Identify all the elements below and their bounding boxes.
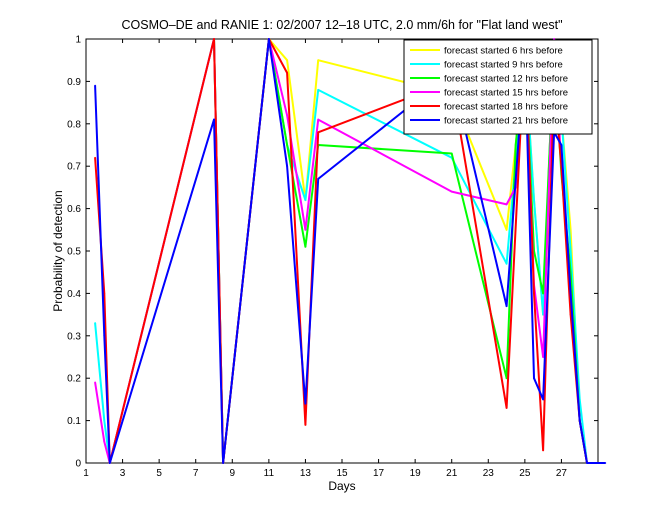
data-point [505, 228, 508, 231]
data-point [505, 262, 508, 265]
legend-label: forecast started 6 hrs before [444, 46, 563, 57]
data-point [286, 144, 289, 146]
y-tick-label: 0.8 [67, 119, 81, 130]
series-6 [94, 38, 607, 464]
legend-label: forecast started 15 hrs before [444, 88, 568, 99]
data-point [542, 449, 545, 452]
x-tick-label: 13 [300, 468, 312, 479]
x-tick-label: 17 [373, 468, 385, 479]
x-tick-label: 5 [156, 468, 162, 479]
data-point [94, 322, 97, 324]
x-tick-label: 15 [336, 468, 348, 479]
data-point [542, 292, 545, 295]
legend-label: forecast started 9 hrs before [444, 60, 563, 71]
data-point [542, 398, 545, 401]
data-point [103, 419, 106, 422]
y-tick-label: 0.3 [67, 331, 81, 342]
data-point [304, 199, 307, 202]
data-point [213, 38, 215, 40]
data-point [286, 114, 289, 117]
data-point [317, 88, 320, 91]
y-tick-label: 0.2 [67, 374, 81, 385]
y-axis-title: Probability of detection [51, 190, 65, 311]
y-tick-label: 0.5 [67, 247, 81, 258]
data-point [578, 419, 581, 422]
data-point [213, 118, 215, 121]
data-point [94, 84, 97, 87]
data-point [505, 377, 508, 380]
data-point [286, 165, 289, 168]
data-point [569, 250, 572, 252]
x-tick-label: 21 [446, 468, 458, 479]
data-point [505, 406, 508, 409]
data-point [604, 462, 607, 464]
legend-label: forecast started 21 hrs before [444, 116, 568, 127]
data-point [542, 356, 545, 358]
data-point [103, 292, 106, 295]
data-point [286, 72, 289, 74]
data-point [317, 118, 320, 121]
legend-label: forecast started 18 hrs before [444, 102, 568, 113]
data-point [222, 462, 225, 464]
x-tick-label: 27 [556, 468, 568, 479]
chart-title: COSMO–DE and RANIE 1: 02/2007 12–18 UTC,… [121, 18, 562, 32]
data-point [317, 178, 320, 180]
series-line [94, 38, 606, 464]
data-point [286, 59, 289, 62]
x-tick-label: 1 [83, 468, 89, 479]
y-tick-label: 1 [75, 35, 81, 46]
data-point [304, 245, 307, 248]
data-point [317, 131, 320, 134]
x-axis-title: Days [328, 479, 355, 493]
data-point [103, 334, 106, 337]
data-point [533, 377, 535, 380]
legend-label: forecast started 12 hrs before [444, 74, 568, 85]
data-point [569, 313, 572, 316]
y-tick-label: 0.9 [67, 77, 81, 88]
x-tick-label: 9 [230, 468, 236, 479]
y-tick-label: 0.4 [67, 289, 81, 300]
data-point [450, 152, 453, 155]
y-tick-label: 0.1 [67, 416, 81, 427]
data-point [94, 381, 97, 384]
data-point [304, 402, 307, 405]
data-point [560, 144, 563, 146]
data-point [108, 462, 111, 464]
data-point [505, 203, 508, 206]
data-point [553, 38, 556, 40]
data-point [533, 199, 535, 202]
x-tick-label: 23 [483, 468, 495, 479]
y-tick-label: 0.6 [67, 204, 81, 215]
x-tick-label: 11 [264, 468, 275, 479]
x-tick-label: 25 [519, 468, 531, 479]
data-point [450, 190, 453, 193]
data-point [533, 292, 535, 295]
data-point [103, 440, 106, 443]
data-point [304, 423, 307, 426]
legend-box [403, 39, 593, 135]
data-point [586, 462, 588, 464]
x-tick-label: 3 [120, 468, 126, 479]
data-point [514, 144, 517, 146]
y-tick-label: 0 [75, 459, 81, 470]
data-point [317, 59, 320, 62]
data-point [267, 38, 270, 40]
x-tick-label: 7 [193, 468, 199, 479]
data-point [94, 156, 97, 159]
data-point [569, 292, 572, 295]
data-point [304, 228, 307, 231]
data-point [505, 305, 508, 308]
x-tick-label: 19 [410, 468, 422, 479]
y-tick-label: 0.7 [67, 162, 81, 173]
